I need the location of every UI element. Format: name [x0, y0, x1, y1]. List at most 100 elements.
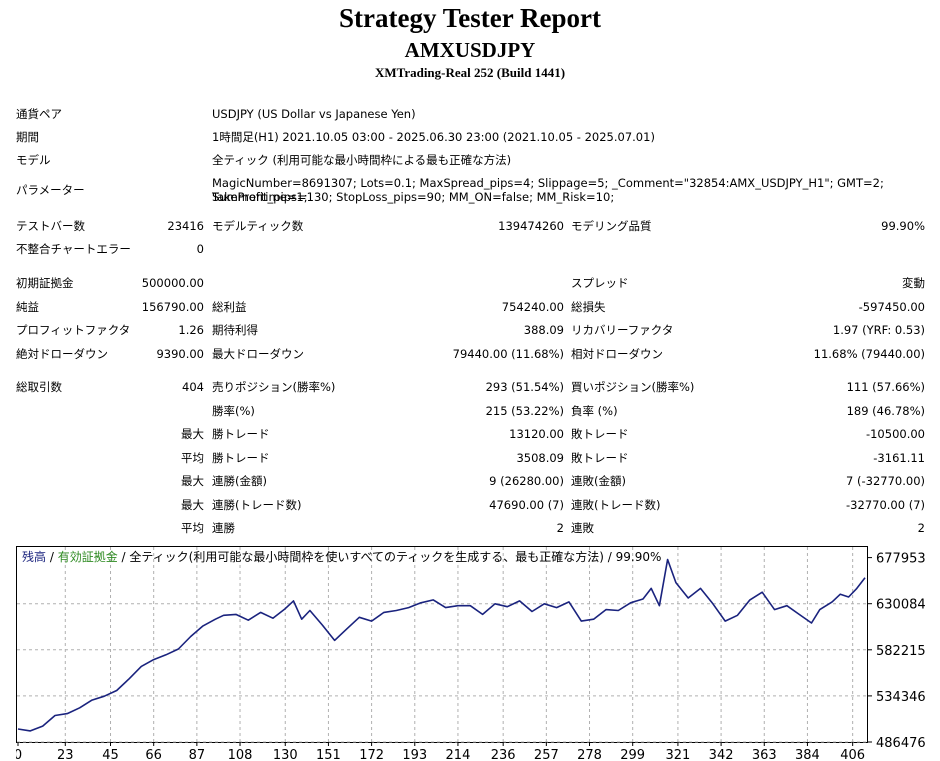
max-consec-loss-value: 7 (-32770.00) — [846, 474, 925, 488]
avg-win-value: 3508.09 — [516, 451, 564, 465]
gross-loss-label: 総損失 — [571, 300, 606, 314]
total-trades-label: 総取引数 — [16, 380, 62, 394]
server-build: XMTrading-Real 252 (Build 1441) — [374, 65, 566, 80]
gross-profit-value: 754240.00 — [501, 300, 564, 314]
deposit-label: 初期証拠金 — [16, 276, 74, 290]
x-tick-label: 236 — [491, 748, 516, 761]
x-tick-label: 108 — [228, 748, 253, 761]
spread-label: スプレッド — [571, 276, 629, 290]
legend-sep-1: / — [46, 550, 58, 564]
x-tick-label: 384 — [795, 748, 820, 761]
report-title: Strategy Tester Report — [339, 3, 601, 33]
chart-plot-frame — [16, 546, 868, 743]
x-tick-label: 342 — [709, 748, 734, 761]
avg-consec-win-label: 連勝 — [212, 521, 235, 535]
bars-label: テストバー数 — [16, 219, 85, 233]
x-tick-label: 257 — [534, 748, 559, 761]
expected-value: 388.09 — [523, 323, 564, 337]
balance-chart: 677953 630084 582215 534346 486476 0 23 45 66 87 1… — [16, 546, 940, 761]
avg-win-label: 勝トレード — [212, 451, 270, 465]
expected-label: 期待利得 — [212, 323, 258, 337]
gross-profit-label: 総利益 — [212, 300, 247, 314]
model-label: モデル — [16, 153, 51, 167]
ticks-value: 139474260 — [498, 219, 564, 233]
avg-loss-label: 敗トレード — [571, 451, 629, 465]
params-line1: MagicNumber=8691307; Lots=0.1; MaxSpread… — [212, 176, 884, 204]
quality-label: モデリング品質 — [571, 219, 652, 233]
win-rate-label: 勝率(%) — [212, 404, 255, 418]
gross-loss-value: -597450.00 — [858, 300, 925, 314]
params-line2: TakeProfit_pips=130; StopLoss_pips=90; M… — [212, 190, 615, 204]
loss-rate-value: 189 (46.78%) — [846, 404, 925, 418]
x-tick-label: 23 — [57, 748, 74, 761]
largest-win-label: 勝トレード — [212, 427, 270, 441]
loss-rate-label: 負率 (%) — [571, 404, 618, 418]
x-tick-label: 363 — [752, 748, 777, 761]
bars-value: 23416 — [167, 219, 204, 233]
x-tick-label: 406 — [840, 748, 865, 761]
recovery-label: リカバリーファクタ — [571, 323, 674, 337]
period-label: 期間 — [16, 130, 39, 144]
x-tick-label: 66 — [145, 748, 162, 761]
rel-dd-value: 11.68% (79440.00) — [813, 347, 925, 361]
win-rate-value: 215 (53.22%) — [485, 404, 564, 418]
average-label: 平均 — [181, 451, 204, 465]
quality-value: 99.90% — [881, 219, 925, 233]
max-consec-trades-label: 最大 — [181, 498, 204, 512]
largest-win-value: 13120.00 — [509, 427, 564, 441]
avg-consec-loss-label: 連敗 — [571, 521, 594, 535]
x-tick-label: 278 — [577, 748, 602, 761]
legend-description: 全ティック(利用可能な最小時間枠を使いすべてのティックを生成する、最も正確な方法… — [129, 550, 662, 564]
symbol-label: 通貨ペア — [16, 107, 62, 121]
symbol-value: USDJPY (US Dollar vs Japanese Yen) — [212, 107, 416, 121]
period-value: 1時間足(H1) 2021.10.05 03:00 - 2025.06.30 2… — [212, 130, 655, 144]
y-tick-label: 534346 — [876, 690, 926, 705]
mismatch-label: 不整合チャートエラー — [16, 242, 131, 256]
largest-loss-value: -10500.00 — [865, 427, 925, 441]
recovery-value: 1.97 (YRF: 0.53) — [832, 323, 925, 337]
avg-consec-label: 平均 — [181, 521, 204, 535]
x-tick-label: 321 — [666, 748, 691, 761]
x-tick-label: 45 — [102, 748, 119, 761]
rel-dd-label: 相対ドローダウン — [571, 347, 663, 361]
long-label: 買いポジション(勝率%) — [571, 380, 695, 394]
expert-name: AMXUSDJPY — [404, 38, 536, 62]
params-label: パラメーター — [16, 183, 85, 197]
max-loss-consec-value: -32770.00 (7) — [846, 498, 925, 512]
max-consec-win-value: 9 (26280.00) — [489, 474, 564, 488]
max-loss-consec-label: 連敗(トレード数) — [571, 498, 661, 512]
abs-dd-label: 絶対ドローダウン — [16, 347, 108, 361]
max-consec-loss-label: 連敗(金額) — [571, 474, 626, 488]
legend-balance: 残高 — [22, 550, 47, 564]
legend-sep-2: / — [117, 550, 130, 564]
spread-value: 変動 — [902, 276, 925, 290]
short-label: 売りポジション(勝率%) — [212, 380, 336, 394]
avg-consec-loss-value: 2 — [917, 521, 925, 535]
largest-label: 最大 — [181, 427, 204, 441]
max-consec-win-label: 連勝(金額) — [212, 474, 267, 488]
total-trades-value: 404 — [182, 380, 204, 394]
balance-series-line — [17, 558, 866, 732]
x-tick-label: 0 — [16, 748, 22, 761]
x-tick-label: 172 — [359, 748, 384, 761]
short-value: 293 (51.54%) — [485, 380, 564, 394]
net-value: 156790.00 — [141, 300, 204, 314]
max-profit-consec-label: 連勝(トレード数) — [212, 498, 302, 512]
pf-value: 1.26 — [178, 323, 204, 337]
x-tick-label: 130 — [273, 748, 298, 761]
legend-equity: 有効証拠金 — [57, 550, 118, 564]
model-value: 全ティック (利用可能な最小時間枠による最も正確な方法) — [212, 153, 512, 167]
ticks-label: モデルティック数 — [212, 219, 304, 233]
max-dd-label: 最大ドローダウン — [212, 347, 304, 361]
y-tick-label: 677953 — [876, 552, 926, 567]
y-tick-label: 630084 — [876, 598, 926, 613]
chart-legend: 残高 / 有効証拠金 / 全ティック(利用可能な最小時間枠を使いすべてのティック… — [22, 550, 661, 565]
y-tick-label: 582215 — [876, 644, 926, 659]
long-value: 111 (57.66%) — [846, 380, 925, 394]
x-tick-label: 193 — [402, 748, 427, 761]
avg-consec-win-value: 2 — [556, 521, 564, 535]
pf-label: プロフィットファクタ — [16, 323, 131, 337]
max-dd-value: 79440.00 (11.68%) — [452, 347, 564, 361]
abs-dd-value: 9390.00 — [156, 347, 204, 361]
net-label: 純益 — [16, 300, 39, 314]
